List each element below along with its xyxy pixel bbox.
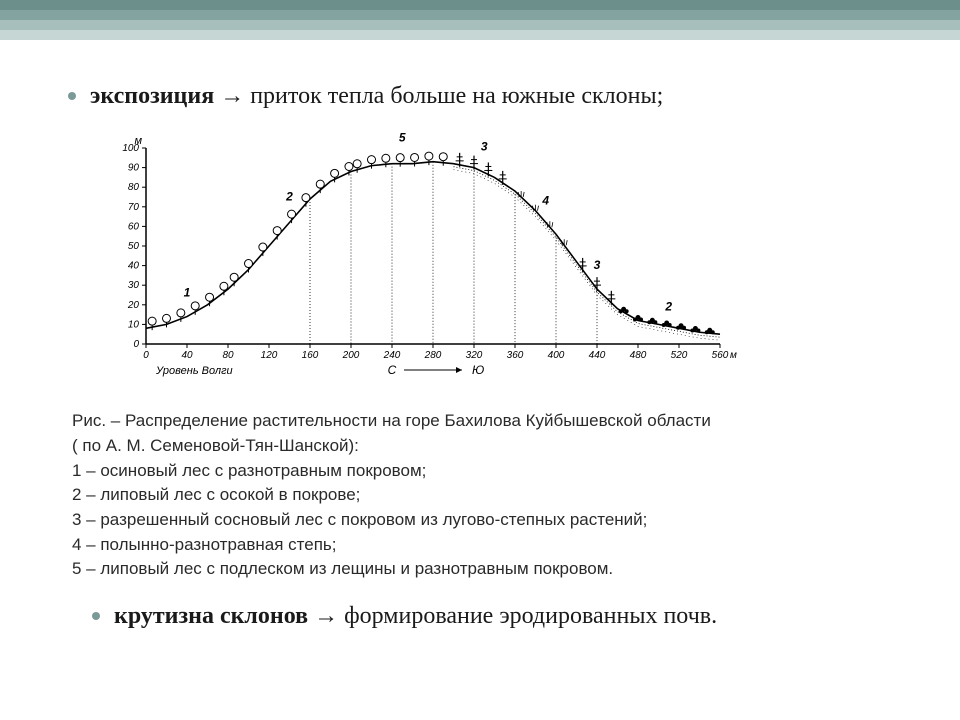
svg-text:2: 2 [664,300,672,314]
svg-text:1: 1 [184,286,191,300]
caption-item-4: 4 – полынно-разнотравная степь; [72,533,920,558]
svg-text:60: 60 [128,222,140,233]
bullet-2-bold: крутизна склонов [114,603,308,629]
svg-text:м: м [730,350,737,361]
svg-text:200: 200 [342,350,360,361]
svg-text:560: 560 [712,350,729,361]
figure-caption: Рис. – Распределение растительности на г… [72,409,920,581]
svg-text:320: 320 [466,350,483,361]
bullet-2: крутизна склонов → формирование эродиров… [92,600,920,632]
svg-text:30: 30 [128,281,140,292]
svg-text:4: 4 [541,194,549,208]
svg-text:480: 480 [630,350,647,361]
svg-text:Ю: Ю [472,363,484,377]
svg-text:0: 0 [133,339,139,350]
svg-text:м: м [134,135,142,147]
caption-source: ( по А. М. Семеновой-Тян-Шанской): [72,434,920,459]
svg-text:40: 40 [181,350,193,361]
svg-text:360: 360 [507,350,524,361]
bullet-2-text: крутизна склонов → формирование эродиров… [114,600,717,632]
svg-text:50: 50 [128,241,140,252]
caption-item-1: 1 – осиновый лес с разнотравным покровом… [72,459,920,484]
svg-text:80: 80 [128,183,140,194]
svg-text:400: 400 [548,350,565,361]
svg-text:Уровень Волги: Уровень Волги [155,365,233,377]
svg-text:С: С [388,363,397,377]
svg-text:80: 80 [222,350,234,361]
svg-text:40: 40 [128,261,140,272]
diagram-container: 0102030405060708090100м04080120160200240… [98,130,920,395]
svg-text:3: 3 [594,259,601,273]
vegetation-profile-diagram: 0102030405060708090100м04080120160200240… [98,130,738,390]
bullet-dot-icon [68,92,76,100]
bullet-1-bold: экспозиция [90,83,214,109]
svg-text:240: 240 [383,350,401,361]
svg-text:160: 160 [302,350,319,361]
svg-text:3: 3 [481,140,488,154]
svg-text:0: 0 [143,350,149,361]
bullet-1-text: экспозиция → приток тепла больше на южны… [90,80,663,112]
svg-text:90: 90 [128,163,140,174]
bullet-1-rest: → приток тепла больше на южные склоны; [214,83,663,109]
bullet-2-rest: → формирование эродированных почв. [308,603,717,629]
header-stripes [0,0,960,42]
slide-content: экспозиция → приток тепла больше на южны… [68,80,920,638]
caption-item-3: 3 – разрешенный сосновый лес с покровом … [72,508,920,533]
svg-text:280: 280 [424,350,442,361]
bullet-1: экспозиция → приток тепла больше на южны… [68,80,920,112]
caption-item-2: 2 – липовый лес с осокой в покрове; [72,483,920,508]
svg-text:70: 70 [128,202,140,213]
svg-text:5: 5 [399,131,406,145]
svg-text:2: 2 [285,190,293,204]
caption-item-5: 5 – липовый лес с подлеском из лещины и … [72,557,920,582]
caption-title: Рис. – Распределение растительности на г… [72,409,920,434]
bullet-dot-icon [92,612,100,620]
svg-text:20: 20 [127,300,140,311]
svg-text:120: 120 [261,350,278,361]
svg-text:440: 440 [589,350,606,361]
svg-text:520: 520 [671,350,688,361]
svg-text:10: 10 [128,320,140,331]
